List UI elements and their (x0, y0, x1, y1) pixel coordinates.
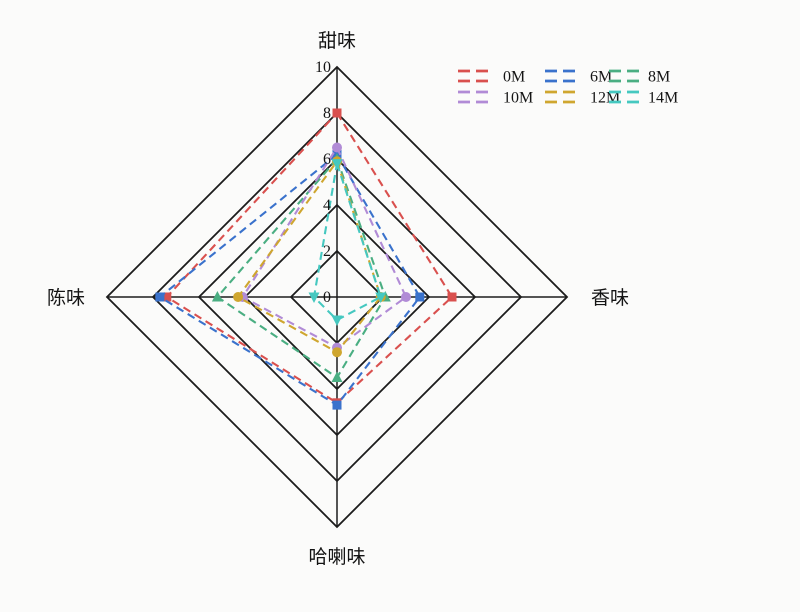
legend-label-0M: 0M (503, 69, 525, 86)
series-6M (155, 149, 425, 410)
legend-entry-14M: 14M (609, 90, 678, 107)
tick-label-2: 2 (323, 243, 331, 260)
legend-label-14M: 14M (648, 90, 678, 107)
series-marker-14M (331, 159, 343, 170)
series-marker-10M (401, 292, 411, 302)
tick-label-0: 0 (323, 289, 331, 306)
series-marker-14M (375, 292, 387, 303)
series-marker-12M (233, 292, 244, 302)
series-marker-6M (415, 292, 425, 302)
legend-entry-0M: 0M (458, 69, 525, 86)
series-marker-14M (308, 292, 320, 303)
series-14M (308, 159, 387, 326)
tick-label-4: 4 (323, 197, 331, 214)
legend-entry-8M: 8M (609, 69, 670, 86)
series-8M (211, 153, 391, 382)
series-marker-12M (332, 347, 342, 358)
legend-label-6M: 6M (590, 69, 612, 86)
series-marker-0M (162, 292, 172, 302)
series-marker-8M (331, 371, 343, 382)
tick-label-8: 8 (323, 105, 331, 122)
series-line-0M (165, 111, 454, 405)
legend-entry-10M: 10M (458, 90, 533, 107)
axis-label-rancid: 哈喇味 (308, 546, 365, 568)
legend-entry-12M: 12M (545, 90, 620, 107)
tick-label-10: 10 (315, 59, 331, 76)
legend-label-8M: 8M (648, 69, 670, 86)
axis-label-sweet: 甜味 (318, 30, 356, 52)
series-marker-6M (155, 292, 165, 302)
chart-labels: 甜味 香味 哈喇味 陈味 0 2 4 6 8 10 (47, 30, 629, 568)
legend-label-10M: 10M (503, 90, 533, 107)
radar-series (155, 108, 457, 410)
series-marker-14M (331, 315, 343, 326)
series-marker-0M (447, 292, 457, 302)
series-marker-6M (332, 400, 342, 410)
axis-label-fragrant: 香味 (591, 287, 629, 309)
chart-legend: 0M 6M 8M 10M 12M 14M (458, 69, 678, 107)
series-marker-10M (332, 142, 342, 153)
series-marker-0M (332, 108, 342, 118)
axis-label-stale: 陈味 (47, 287, 85, 309)
series-line-6M (158, 152, 422, 407)
radar-grid (105, 65, 569, 529)
tick-label-6: 6 (323, 151, 331, 168)
legend-entry-6M: 6M (545, 69, 612, 86)
series-marker-8M (211, 291, 223, 302)
